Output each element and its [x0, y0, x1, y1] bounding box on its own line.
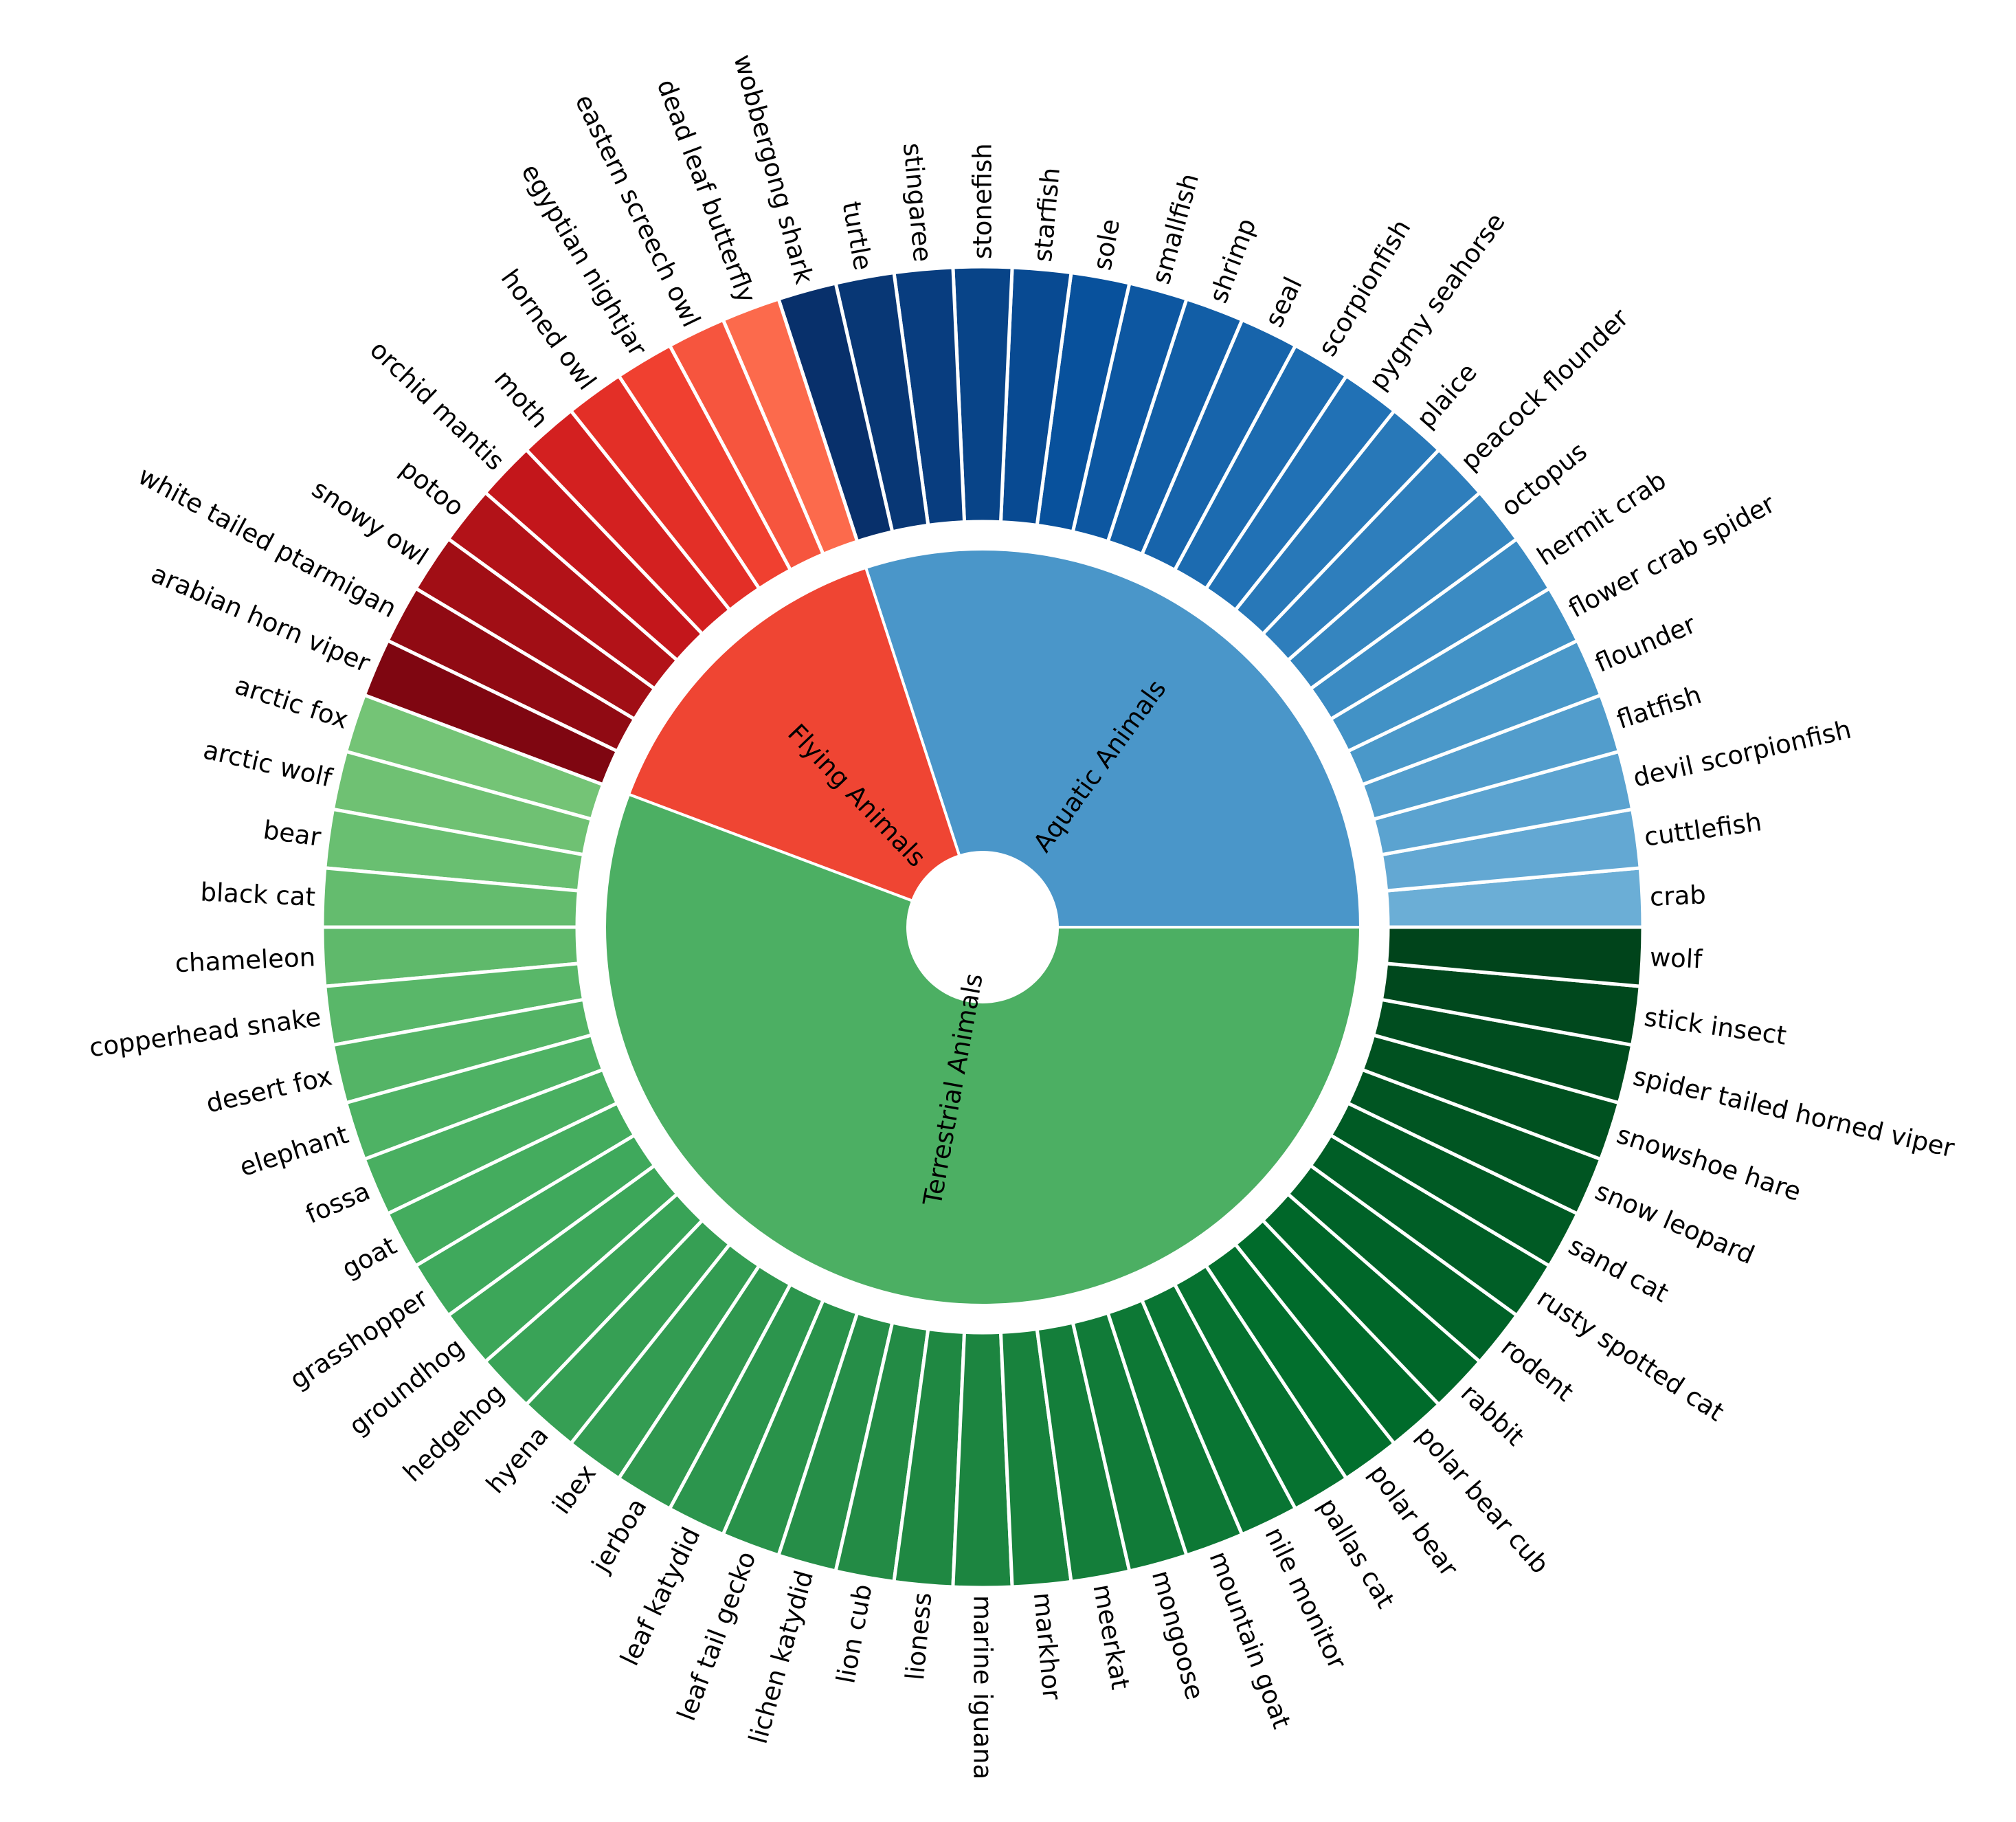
inner-wedge-terrestrial-animals [603, 792, 1363, 1307]
label-rodent: rodent [1496, 1332, 1580, 1407]
label-devil-scorpionfish: devil scorpionfish [1631, 715, 1854, 793]
label-desert-fox: desert fox [203, 1061, 335, 1118]
label-flatfish: flatfish [1613, 680, 1705, 735]
label-lion-cub: lion cub [831, 1582, 877, 1686]
label-meerkat: meerkat [1087, 1582, 1135, 1692]
label-octopus: octopus [1496, 436, 1593, 522]
label-arctic-wolf: arctic wolf [201, 735, 335, 793]
inner-wedge-flying-animals [627, 566, 961, 903]
label-jerboa: jerboa [585, 1493, 652, 1577]
label-moth: moth [489, 364, 555, 434]
inner-ring [603, 548, 1363, 1307]
outer-ring [320, 265, 1645, 1590]
label-lioness: lioness [900, 1591, 937, 1681]
label-flounder: flounder [1591, 609, 1701, 678]
label-crab: crab [1649, 880, 1707, 912]
label-stonefish: stonefish [968, 143, 998, 259]
label-fossa: fossa [302, 1176, 374, 1230]
label-shrimp: shrimp [1203, 214, 1262, 307]
label-elephant: elephant [236, 1120, 352, 1182]
label-cuttlefish: cuttlefish [1642, 807, 1763, 852]
label-white-tailed-ptarmigan: white tailed ptarmigan [133, 460, 401, 623]
label-bear: bear [262, 815, 324, 852]
label-chameleon: chameleon [175, 942, 316, 978]
label-wolf: wolf [1649, 942, 1703, 974]
label-markhor: markhor [1028, 1591, 1067, 1702]
inner-wedge-aquatic-animals [864, 548, 1363, 929]
label-turtle: turtle [836, 199, 877, 273]
label-potoo: potoo [394, 454, 470, 522]
label-arctic-fox: arctic fox [232, 670, 352, 735]
label-stingaree: stingaree [897, 142, 937, 263]
label-stick-insect: stick insect [1642, 1002, 1788, 1051]
wedge-wolf [1384, 925, 1645, 988]
label-pallas-cat: pallas cat [1312, 1493, 1400, 1613]
label-sole: sole [1087, 216, 1125, 272]
label-ibex: ibex [547, 1459, 603, 1520]
label-copperhead-snake: copperhead snake [87, 1002, 322, 1063]
label-marine-iguana: marine iguana [968, 1595, 998, 1779]
label-goat: goat [337, 1231, 402, 1284]
label-peacock-flounder: peacock flounder [1455, 302, 1635, 476]
label-smallfish: smallfish [1146, 170, 1205, 287]
label-hyena: hyena [480, 1421, 555, 1499]
label-orchid-mantis: orchid mantis [364, 335, 510, 476]
label-seal: seal [1259, 272, 1308, 331]
label-mongoose: mongoose [1146, 1567, 1210, 1702]
label-black-cat: black cat [200, 877, 316, 911]
label-rabbit: rabbit [1455, 1378, 1530, 1452]
label-lichen-katydid: lichen katydid [743, 1567, 819, 1747]
label-sand-cat: sand cat [1564, 1231, 1674, 1309]
label-plaice: plaice [1411, 357, 1483, 434]
label-starfish: starfish [1028, 166, 1066, 263]
